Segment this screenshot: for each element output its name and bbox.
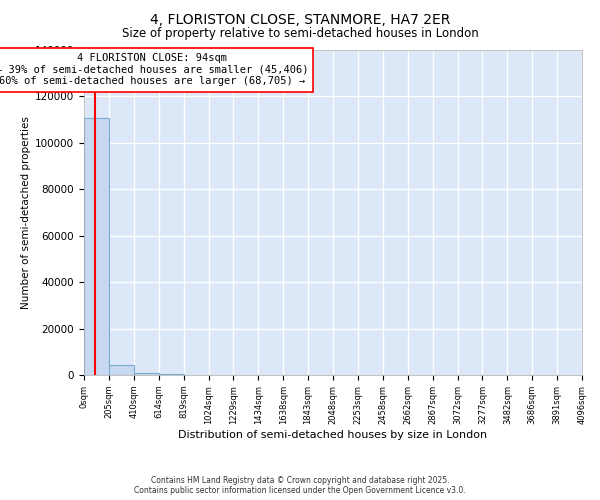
Y-axis label: Number of semi-detached properties: Number of semi-detached properties [21,116,31,309]
Bar [158,374,184,375]
Text: Size of property relative to semi-detached houses in London: Size of property relative to semi-detach… [122,28,478,40]
Bar [84,118,109,375]
X-axis label: Distribution of semi-detached houses by size in London: Distribution of semi-detached houses by … [178,430,488,440]
Text: 4, FLORISTON CLOSE, STANMORE, HA7 2ER: 4, FLORISTON CLOSE, STANMORE, HA7 2ER [150,12,450,26]
Bar [109,364,134,375]
Text: Contains HM Land Registry data © Crown copyright and database right 2025.
Contai: Contains HM Land Registry data © Crown c… [134,476,466,495]
Text: 4 FLORISTON CLOSE: 94sqm
← 39% of semi-detached houses are smaller (45,406)
60% : 4 FLORISTON CLOSE: 94sqm ← 39% of semi-d… [0,53,308,86]
Bar [134,374,158,375]
